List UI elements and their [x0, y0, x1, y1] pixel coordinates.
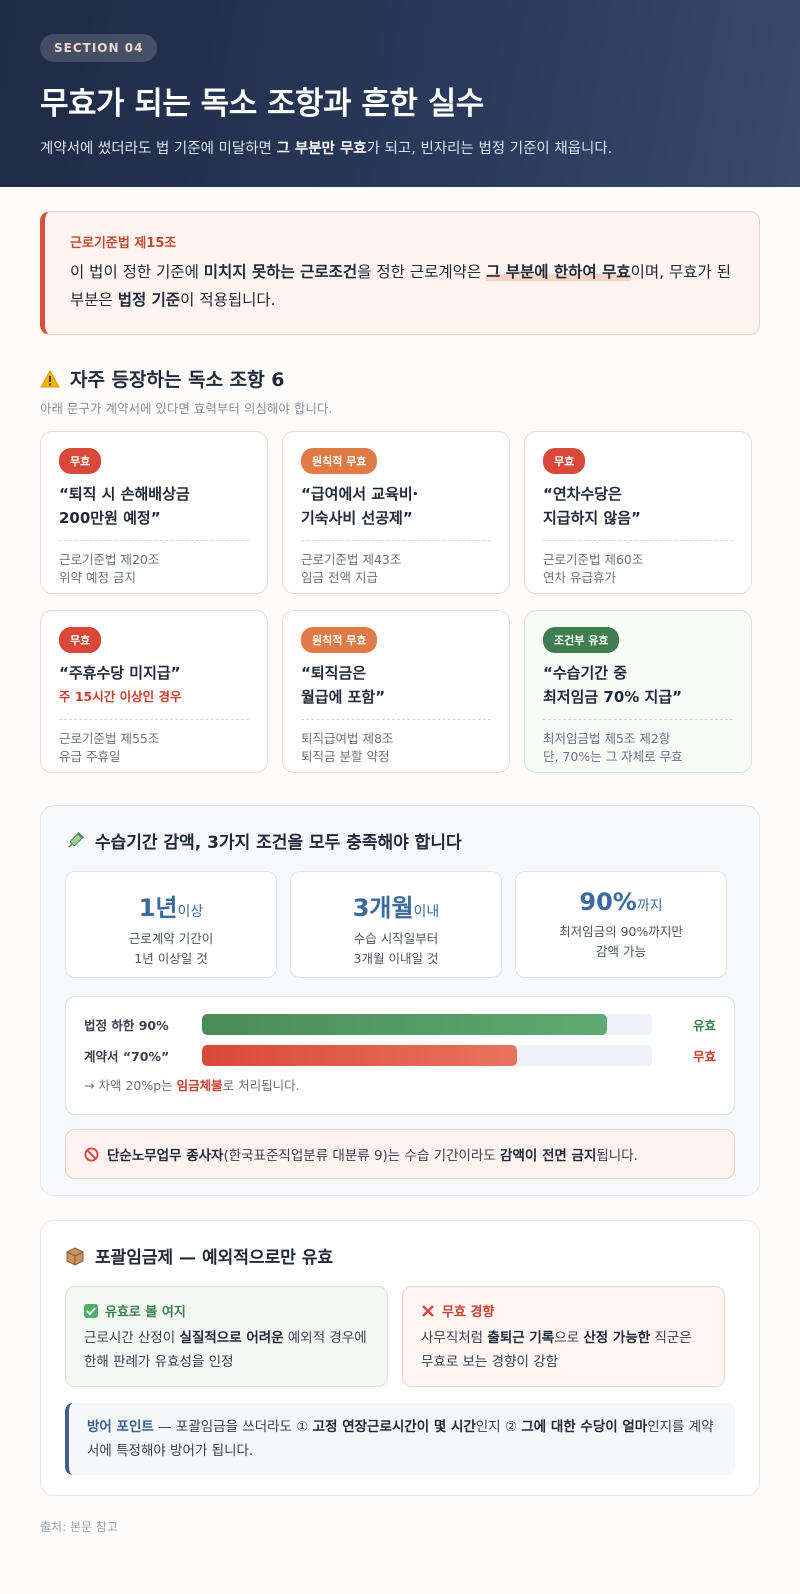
- source-footer: 출처: 본문 참고: [40, 1520, 118, 1534]
- status-badge: 무효: [59, 627, 102, 653]
- condition-card: 1년이상 근로계약 기간이 1년 이상일 것: [65, 871, 277, 978]
- condition-card: 3개월이내 수습 시작일부터 3개월 이내일 것: [290, 871, 502, 978]
- comparison-bars: 법정 하한 90% 유효 계약서 “70%” 무효 → 차액 20%p는 임금체…: [65, 996, 735, 1115]
- bar-row: 법정 하한 90% 유효: [84, 1013, 716, 1035]
- condition-value: 1년이상: [138, 894, 204, 922]
- lump-heading: 포괄임금제 — 예외적으로만 유효: [65, 1243, 735, 1268]
- check-icon: [84, 1303, 98, 1318]
- law-text: 이 법이 정한 기준에 미치지 못하는 근로조건을 정한 근로계약은 그 부분에…: [70, 263, 731, 309]
- status-badge: 무효: [59, 448, 102, 474]
- lump-sum-panel: 포괄임금제 — 예외적으로만 유효 유효로 볼 여지 근로시간 산정이 실질적으…: [40, 1220, 760, 1496]
- prohibition-callout: 단순노무업무 종사자(한국표준직업분류 대분류 9)는 수습 기간이라도 감액이…: [65, 1129, 735, 1179]
- clause-quote: “급여에서 교육비· 기숙사비 선공제”: [301, 485, 419, 527]
- law-reference: 근로기준법 제60조 연차 유급휴가: [543, 552, 644, 585]
- invalid-case-box: 무효 경향 사무직처럼 출퇴근 기록으로 산정 가능한 직군은 무효로 보는 경…: [402, 1286, 725, 1387]
- clause-quote: “퇴직금은 월급에 포함”: [301, 664, 386, 706]
- defense-point: 방어 포인트 — 포괄임금을 쓰더라도 ① 고정 연장근로시간이 몇 시간인지 …: [65, 1403, 735, 1475]
- law-title: 근로기준법 제15조: [70, 236, 177, 251]
- law-reference: 최저임금법 제5조 제2항 단, 70%는 그 자체로 무효: [543, 731, 683, 764]
- condition-card: 90%까지 최저임금의 90%까지만 감액 가능: [515, 871, 727, 978]
- bar-status: 무효: [692, 1048, 716, 1064]
- clause-condition: 주 15시간 이상인 경우: [59, 689, 182, 704]
- package-icon: [66, 1246, 84, 1266]
- warning-icon: [40, 369, 60, 387]
- law-reference: 퇴직급여법 제8조 퇴직금 분할 약정: [301, 731, 394, 764]
- condition-desc: 최저임금의 90%까지만 감액 가능: [559, 924, 683, 959]
- bar-label: 법정 하한 90%: [84, 1017, 169, 1033]
- page-subtitle: 계약서에 썼더라도 법 기준에 미달하면 그 부분만 무효가 되고, 빈자리는 …: [40, 141, 613, 157]
- clause-quote: “퇴직 시 손해배상금 200만원 예정”: [59, 485, 190, 527]
- prohibited-icon: [84, 1146, 99, 1162]
- condition-value: 3개월이내: [352, 894, 440, 922]
- clause-quote: “수습기간 중 최저임금 70% 지급”: [543, 664, 683, 706]
- cross-icon: [422, 1304, 434, 1317]
- bar-label: 계약서 “70%”: [84, 1048, 170, 1064]
- toxic-section-header: 자주 등장하는 독소 조항 6: [40, 365, 760, 392]
- bar-note: → 차액 20%p는 임금체불로 처리됩니다.: [84, 1078, 300, 1093]
- condition-value: 90%까지: [579, 888, 663, 916]
- toxic-subtitle: 아래 문구가 계약서에 있다면 효력부터 의심해야 합니다.: [40, 401, 333, 416]
- toxic-title: 자주 등장하는 독소 조항 6: [70, 369, 285, 391]
- bar-row: 계약서 “70%” 무효: [84, 1044, 716, 1066]
- toxic-card: 무효 “연차수당은 지급하지 않음” 근로기준법 제60조 연차 유급휴가: [524, 431, 752, 594]
- bar-track: [202, 1044, 652, 1066]
- status-badge: 원칙적 무효: [301, 627, 378, 653]
- toxic-card: 무효 “주휴수당 미지급” 주 15시간 이상인 경우 근로기준법 제55조 유급 …: [40, 610, 268, 773]
- bar-track: [202, 1013, 652, 1035]
- valid-case-box: 유효로 볼 여지 근로시간 산정이 실질적으로 어려운 예외적 경우에 한해 판…: [65, 1286, 388, 1387]
- condition-desc: 수습 시작일부터 3개월 이내일 것: [353, 931, 439, 966]
- bar-fill-legal: [202, 1013, 607, 1035]
- syringe-icon: [68, 831, 85, 848]
- law-callout: 근로기준법 제15조 이 법이 정한 기준에 미치지 못하는 근로조건을 정한 …: [40, 211, 760, 335]
- condition-desc: 근로계약 기간이 1년 이상일 것: [128, 931, 214, 966]
- toxic-card: 조건부 유효 “수습기간 중 최저임금 70% 지급” 최저임금법 제5조 제2항…: [524, 610, 752, 773]
- toxic-card-grid: 무효 “퇴직 시 손해배상금 200만원 예정” 근로기준법 제20조 위약 예정 …: [40, 431, 760, 773]
- law-reference: 근로기준법 제55조 유급 주휴일: [59, 731, 160, 764]
- training-heading: 수습기간 감액, 3가지 조건을 모두 충족해야 합니다: [65, 828, 735, 853]
- status-badge: 조건부 유효: [543, 627, 620, 653]
- hero-banner: SECTION 04 무효가 되는 독소 조항과 흔한 실수 계약서에 썼더라도…: [0, 0, 800, 187]
- law-reference: 근로기준법 제43조 임금 전액 지급: [301, 552, 402, 585]
- page-title: 무효가 되는 독소 조항과 흔한 실수: [40, 86, 484, 122]
- status-badge: 원칙적 무효: [301, 448, 378, 474]
- section-pill: SECTION 04: [40, 34, 158, 62]
- bar-status: 유효: [692, 1017, 716, 1033]
- status-badge: 무효: [543, 448, 586, 474]
- validity-comparison: 유효로 볼 여지 근로시간 산정이 실질적으로 어려운 예외적 경우에 한해 판…: [65, 1286, 735, 1387]
- clause-quote: “주휴수당 미지급” 주 15시간 이상인 경우: [59, 661, 249, 709]
- bar-fill-contract: [202, 1044, 517, 1066]
- toxic-card: 원칙적 무효 “급여에서 교육비· 기숙사비 선공제” 근로기준법 제43조 임금 …: [282, 431, 510, 594]
- clause-quote: “연차수당은 지급하지 않음”: [543, 485, 641, 527]
- law-reference: 근로기준법 제20조 위약 예정 금지: [59, 552, 160, 585]
- toxic-card: 무효 “퇴직 시 손해배상금 200만원 예정” 근로기준법 제20조 위약 예정 …: [40, 431, 268, 594]
- toxic-card: 원칙적 무효 “퇴직금은 월급에 포함” 퇴직급여법 제8조 퇴직금 분할 약정: [282, 610, 510, 773]
- conditions-row: 1년이상 근로계약 기간이 1년 이상일 것 3개월이내 수습 시작일부터 3개월 …: [65, 871, 735, 978]
- training-period-panel: 수습기간 감액, 3가지 조건을 모두 충족해야 합니다 1년이상 근로계약 기…: [40, 805, 760, 1196]
